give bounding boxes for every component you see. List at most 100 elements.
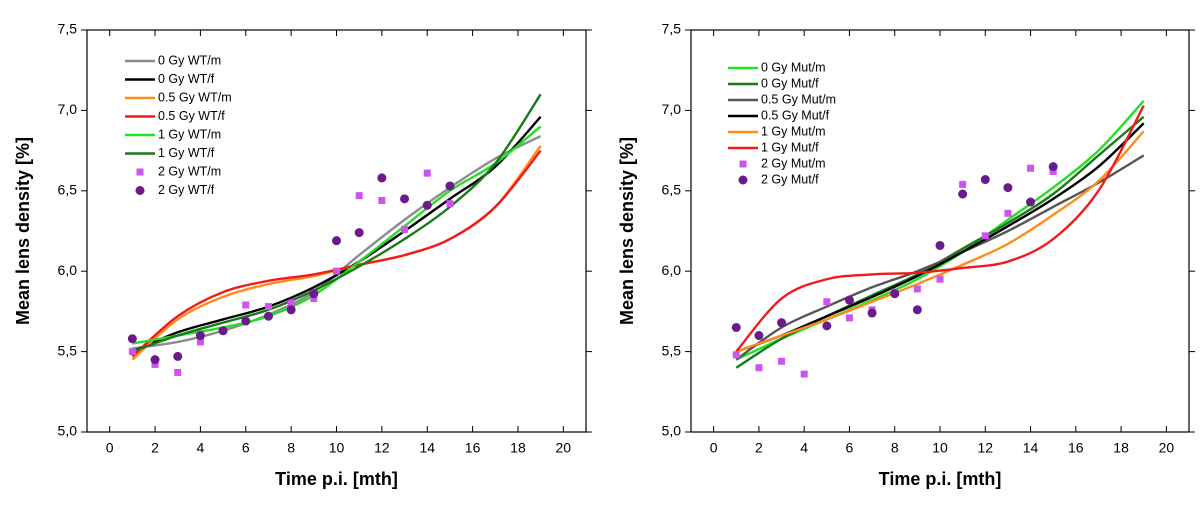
data-point	[263, 311, 273, 321]
data-point	[310, 295, 318, 303]
x-tick-label: 0	[106, 440, 114, 456]
data-point	[309, 289, 319, 299]
data-point	[935, 240, 945, 250]
data-point	[355, 192, 363, 200]
x-tick-label: 2	[755, 440, 763, 456]
legend-label: 0 Gy WT/f	[158, 72, 215, 86]
x-tick-label: 4	[197, 440, 205, 456]
data-point	[286, 305, 296, 315]
legend-swatch	[136, 168, 144, 176]
data-point	[151, 360, 159, 368]
data-point	[332, 236, 341, 246]
x-axis-title: Time p.i. [mth]	[275, 469, 398, 489]
x-tick-label: 10	[329, 440, 345, 456]
x-tick-label: 12	[374, 440, 390, 456]
data-point	[867, 308, 877, 318]
data-point	[822, 321, 832, 331]
legend-label: 0.5 Gy Mut/f	[761, 108, 830, 122]
data-point	[913, 285, 921, 293]
data-point	[980, 175, 990, 185]
data-point	[423, 169, 431, 177]
data-point	[1004, 209, 1012, 217]
fit-line	[735, 154, 1145, 361]
data-point	[446, 200, 454, 208]
data-point	[264, 303, 272, 311]
x-tick-label: 12	[977, 440, 993, 456]
x-tick-label: 10	[932, 440, 948, 456]
y-tick-label: 6,5	[662, 182, 682, 198]
data-point	[1026, 197, 1036, 207]
data-point	[241, 316, 251, 326]
y-tick-label: 7,0	[662, 101, 682, 117]
legend-label: 0 Gy Mut/m	[761, 60, 826, 74]
legend-label: 1 Gy Mut/m	[761, 124, 826, 138]
data-point	[845, 314, 853, 322]
x-tick-label: 18	[510, 440, 526, 456]
y-tick-label: 7,5	[662, 21, 682, 37]
legend-label: 1 Gy WT/f	[158, 146, 215, 160]
legend-label: 0.5 Gy Mut/m	[761, 92, 836, 106]
data-point	[287, 299, 295, 307]
x-tick-label: 20	[556, 440, 572, 456]
data-point	[755, 364, 763, 372]
y-tick-label: 7,5	[58, 21, 78, 37]
data-point	[401, 225, 409, 233]
legend-label: 0 Gy WT/m	[158, 53, 221, 67]
x-tick-label: 18	[1113, 440, 1129, 456]
data-point	[778, 357, 786, 365]
data-point	[800, 370, 808, 378]
legend-label: 0 Gy Mut/f	[761, 76, 819, 90]
fit-line	[735, 99, 1145, 361]
legend-swatch	[739, 160, 747, 168]
x-tick-label: 0	[710, 440, 718, 456]
data-point	[173, 351, 183, 361]
y-axis-title: Mean lens density [%]	[13, 137, 33, 325]
x-tick-label: 20	[1159, 440, 1175, 456]
legend-label: 2 Gy WT/m	[158, 164, 221, 178]
data-point	[218, 326, 228, 336]
y-tick-label: 5,0	[58, 423, 78, 439]
fit-line	[735, 105, 1145, 353]
y-tick-label: 6,0	[662, 262, 682, 278]
x-tick-label: 8	[891, 440, 899, 456]
x-tick-label: 16	[1068, 440, 1084, 456]
fit-line	[735, 122, 1145, 353]
data-point	[1049, 168, 1057, 176]
x-tick-label: 2	[151, 440, 159, 456]
legend-label: 2 Gy Mut/m	[761, 156, 826, 170]
x-tick-label: 4	[800, 440, 808, 456]
fit-line	[131, 93, 542, 353]
legend-label: 0.5 Gy WT/m	[158, 90, 232, 104]
data-point	[400, 194, 410, 204]
data-point	[127, 334, 137, 344]
x-tick-label: 8	[287, 440, 295, 456]
x-axis-title: Time p.i. [mth]	[879, 469, 1002, 489]
y-axis-title: Mean lens density [%]	[617, 137, 637, 325]
legend-label: 0.5 Gy WT/f	[158, 109, 225, 123]
data-point	[731, 322, 741, 332]
data-point	[1027, 164, 1035, 172]
y-tick-label: 5,5	[662, 342, 682, 358]
y-tick-label: 5,0	[662, 423, 682, 439]
data-point	[890, 289, 900, 299]
data-point	[959, 180, 967, 188]
legend-label: 1 Gy WT/m	[158, 127, 221, 141]
legend-label: 2 Gy WT/f	[158, 183, 215, 197]
y-tick-label: 6,0	[58, 262, 78, 278]
data-point	[174, 369, 182, 377]
legend-swatch	[135, 186, 145, 195]
data-point	[377, 173, 387, 183]
plot-frame	[690, 29, 1190, 433]
data-point	[242, 301, 250, 309]
data-point	[128, 348, 136, 356]
data-point	[422, 200, 432, 210]
data-point	[1048, 162, 1058, 172]
data-point	[981, 232, 989, 240]
legend-label: 1 Gy Mut/f	[761, 140, 819, 154]
data-point	[333, 267, 340, 275]
x-tick-label: 14	[419, 440, 435, 456]
data-point	[823, 298, 831, 306]
data-point	[445, 181, 455, 191]
data-point	[195, 331, 205, 341]
